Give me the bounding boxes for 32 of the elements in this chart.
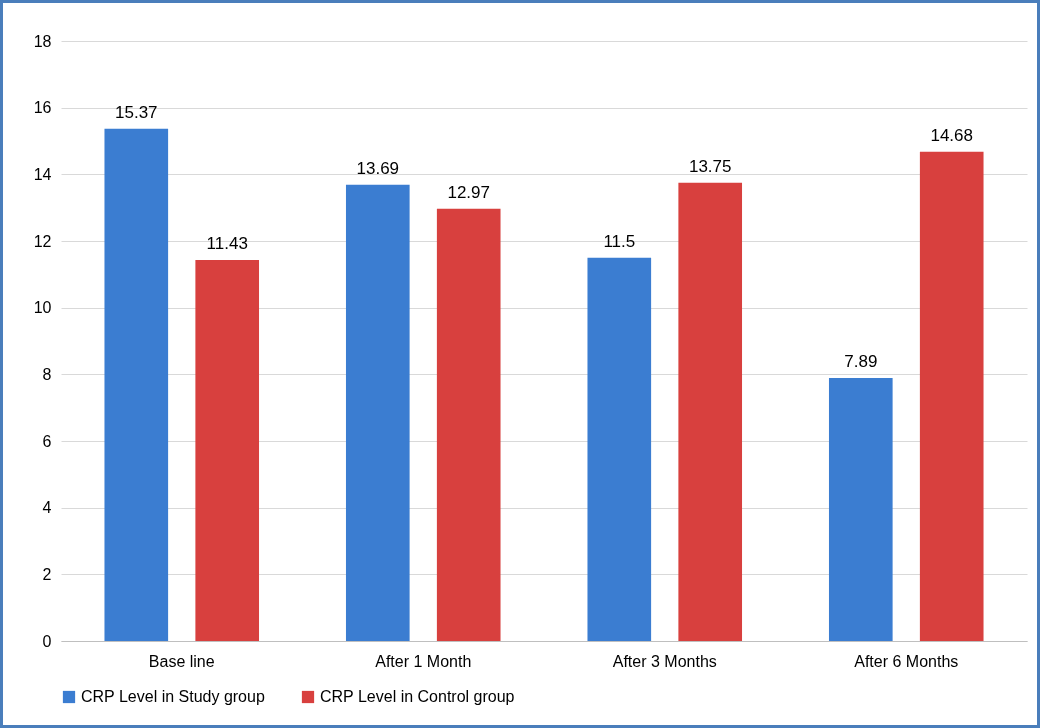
bar (828, 378, 893, 641)
data-label: 12.97 (447, 182, 490, 202)
data-label: 14.68 (930, 125, 973, 145)
data-label: 11.43 (206, 234, 248, 253)
bar (345, 184, 410, 641)
bar (919, 151, 984, 641)
x-tick-label: After 3 Months (612, 652, 717, 670)
y-tick-label: 0 (42, 632, 52, 650)
data-label: 13.69 (356, 158, 400, 178)
data-label: 7.89 (844, 352, 878, 371)
y-tick-label: 4 (42, 499, 52, 517)
y-tick-label: 10 (33, 299, 52, 317)
bar (587, 257, 652, 641)
legend-label: CRP Level in Study group (81, 688, 265, 705)
bar (678, 182, 743, 641)
data-label: 13.75 (688, 156, 732, 176)
bar (104, 128, 169, 641)
data-label: 11.5 (603, 231, 636, 251)
y-tick-label: 8 (42, 365, 52, 383)
y-tick-label: 2 (42, 565, 52, 583)
y-tick-label: 14 (33, 165, 52, 183)
y-tick-label: 6 (42, 432, 52, 450)
bar (195, 260, 260, 641)
y-tick-label: 12 (33, 232, 52, 250)
legend-label: CRP Level in Control group (320, 688, 515, 705)
x-tick-label: After 1 Month (375, 652, 472, 670)
y-tick-label: 16 (33, 99, 52, 117)
x-tick-label: Base line (148, 652, 215, 670)
bar (436, 208, 501, 641)
x-tick-label: After 6 Months (854, 652, 959, 670)
data-label: 15.37 (115, 102, 158, 122)
y-tick-label: 18 (33, 32, 52, 50)
